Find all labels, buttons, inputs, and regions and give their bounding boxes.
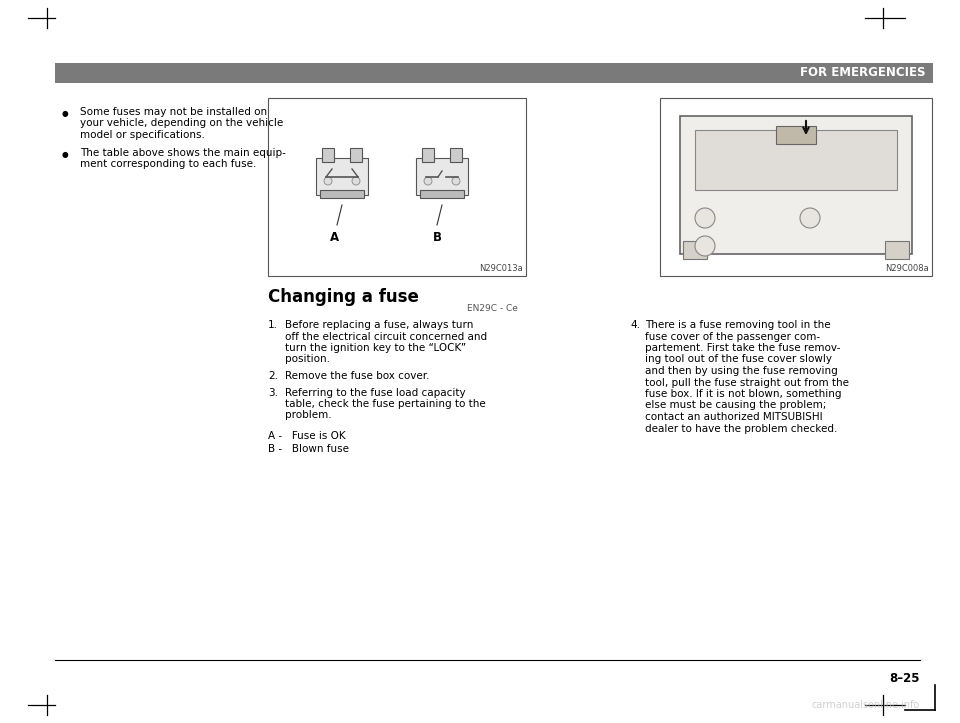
Circle shape [800, 208, 820, 228]
Text: 3.: 3. [268, 388, 278, 398]
Circle shape [695, 208, 715, 228]
Text: turn the ignition key to the “LOCK”: turn the ignition key to the “LOCK” [285, 343, 467, 353]
Text: Remove the fuse box cover.: Remove the fuse box cover. [285, 371, 429, 381]
Text: 8–25: 8–25 [890, 672, 920, 685]
Bar [660, 98, 932, 276]
Bar [322, 148, 334, 162]
Bar [683, 241, 707, 259]
Text: A -   Fuse is OK: A - Fuse is OK [268, 431, 346, 441]
Text: table, check the fuse pertaining to the: table, check the fuse pertaining to the [285, 399, 486, 409]
Text: else must be causing the problem;: else must be causing the problem; [645, 401, 827, 411]
Bar [55, 63, 933, 83]
Text: fuse box. If it is not blown, something: fuse box. If it is not blown, something [645, 389, 842, 399]
Bar [680, 116, 912, 254]
Circle shape [324, 177, 332, 185]
Bar [316, 158, 368, 195]
Text: 4.: 4. [630, 320, 640, 330]
Text: A: A [329, 231, 339, 244]
Text: off the electrical circuit concerned and: off the electrical circuit concerned and [285, 332, 487, 341]
Text: N29C008a: N29C008a [885, 264, 929, 273]
Bar [422, 148, 434, 162]
Circle shape [452, 177, 460, 185]
Text: FOR EMERGENCIES: FOR EMERGENCIES [800, 67, 925, 80]
Text: Changing a fuse: Changing a fuse [268, 288, 419, 306]
Text: carmanualsonline.info: carmanualsonline.info [812, 700, 920, 710]
Circle shape [424, 177, 432, 185]
Bar [450, 148, 462, 162]
Text: ●: ● [62, 150, 68, 158]
Text: There is a fuse removing tool in the: There is a fuse removing tool in the [645, 320, 830, 330]
Text: Before replacing a fuse, always turn: Before replacing a fuse, always turn [285, 320, 473, 330]
Circle shape [695, 236, 715, 256]
Bar [416, 158, 468, 195]
Circle shape [352, 177, 360, 185]
Text: fuse cover of the passenger com-: fuse cover of the passenger com- [645, 332, 820, 341]
Text: B -   Blown fuse: B - Blown fuse [268, 445, 349, 455]
Text: problem.: problem. [285, 411, 331, 421]
Text: ●: ● [62, 109, 68, 118]
Text: EN29C - Ce: EN29C - Ce [468, 304, 518, 313]
Text: 2.: 2. [268, 371, 278, 381]
Bar [350, 148, 362, 162]
Text: N29C013a: N29C013a [479, 264, 523, 273]
Text: The table above shows the main equip-: The table above shows the main equip- [80, 147, 286, 158]
Text: position.: position. [285, 354, 330, 364]
Bar [420, 190, 464, 198]
Text: ing tool out of the fuse cover slowly: ing tool out of the fuse cover slowly [645, 354, 832, 364]
Bar [268, 98, 526, 276]
Text: tool, pull the fuse straight out from the: tool, pull the fuse straight out from th… [645, 377, 849, 388]
Bar [695, 130, 897, 190]
Text: your vehicle, depending on the vehicle: your vehicle, depending on the vehicle [80, 119, 283, 129]
Text: B: B [433, 231, 442, 244]
Bar [885, 241, 909, 259]
Text: partement. First take the fuse remov-: partement. First take the fuse remov- [645, 343, 841, 353]
Text: ment corresponding to each fuse.: ment corresponding to each fuse. [80, 159, 256, 169]
Text: 1.: 1. [268, 320, 278, 330]
Text: Some fuses may not be installed on: Some fuses may not be installed on [80, 107, 267, 117]
Text: dealer to have the problem checked.: dealer to have the problem checked. [645, 424, 837, 434]
Text: and then by using the fuse removing: and then by using the fuse removing [645, 366, 838, 376]
Text: contact an authorized MITSUBISHI: contact an authorized MITSUBISHI [645, 412, 823, 422]
Text: Referring to the fuse load capacity: Referring to the fuse load capacity [285, 388, 466, 398]
Bar [776, 126, 816, 144]
Text: model or specifications.: model or specifications. [80, 130, 204, 140]
Bar [320, 190, 364, 198]
